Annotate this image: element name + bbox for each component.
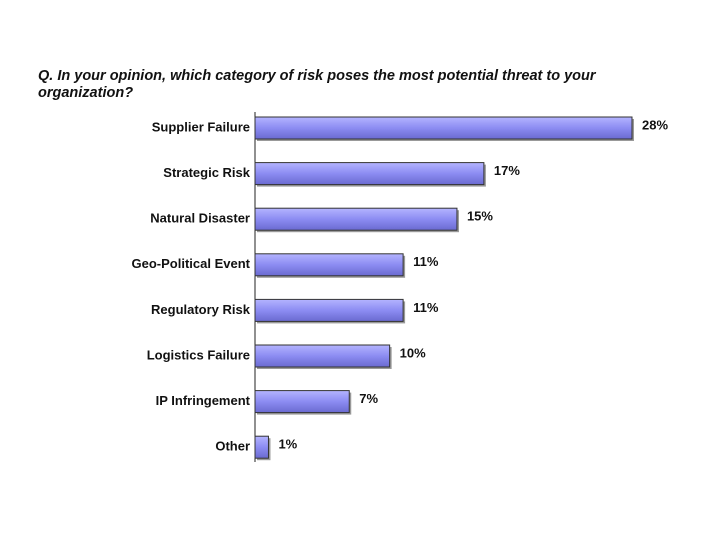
bar xyxy=(254,162,485,186)
chart-title: Q. In your opinion, which category of ri… xyxy=(38,68,596,101)
value-label: 1% xyxy=(278,437,297,452)
value-label: 11% xyxy=(413,254,439,269)
category-label: Supplier Failure xyxy=(152,119,250,134)
value-label: 7% xyxy=(359,391,378,406)
bar xyxy=(254,390,350,414)
bar xyxy=(254,298,404,322)
category-label: Natural Disaster xyxy=(150,211,250,226)
bar xyxy=(254,116,633,140)
category-label: Geo-Political Event xyxy=(132,256,251,271)
category-label: Logistics Failure xyxy=(147,347,250,362)
value-label: 10% xyxy=(400,345,426,360)
bar xyxy=(254,435,269,459)
bar xyxy=(254,253,404,277)
category-label: IP Infringement xyxy=(156,393,251,408)
value-label: 15% xyxy=(467,209,493,224)
category-label: Strategic Risk xyxy=(163,165,250,180)
value-label: 28% xyxy=(642,117,668,132)
bar xyxy=(254,207,458,231)
bar xyxy=(254,344,391,368)
value-label: 11% xyxy=(413,300,439,315)
value-label: 17% xyxy=(494,163,520,178)
category-label: Other xyxy=(215,439,250,454)
category-label: Regulatory Risk xyxy=(151,302,251,317)
